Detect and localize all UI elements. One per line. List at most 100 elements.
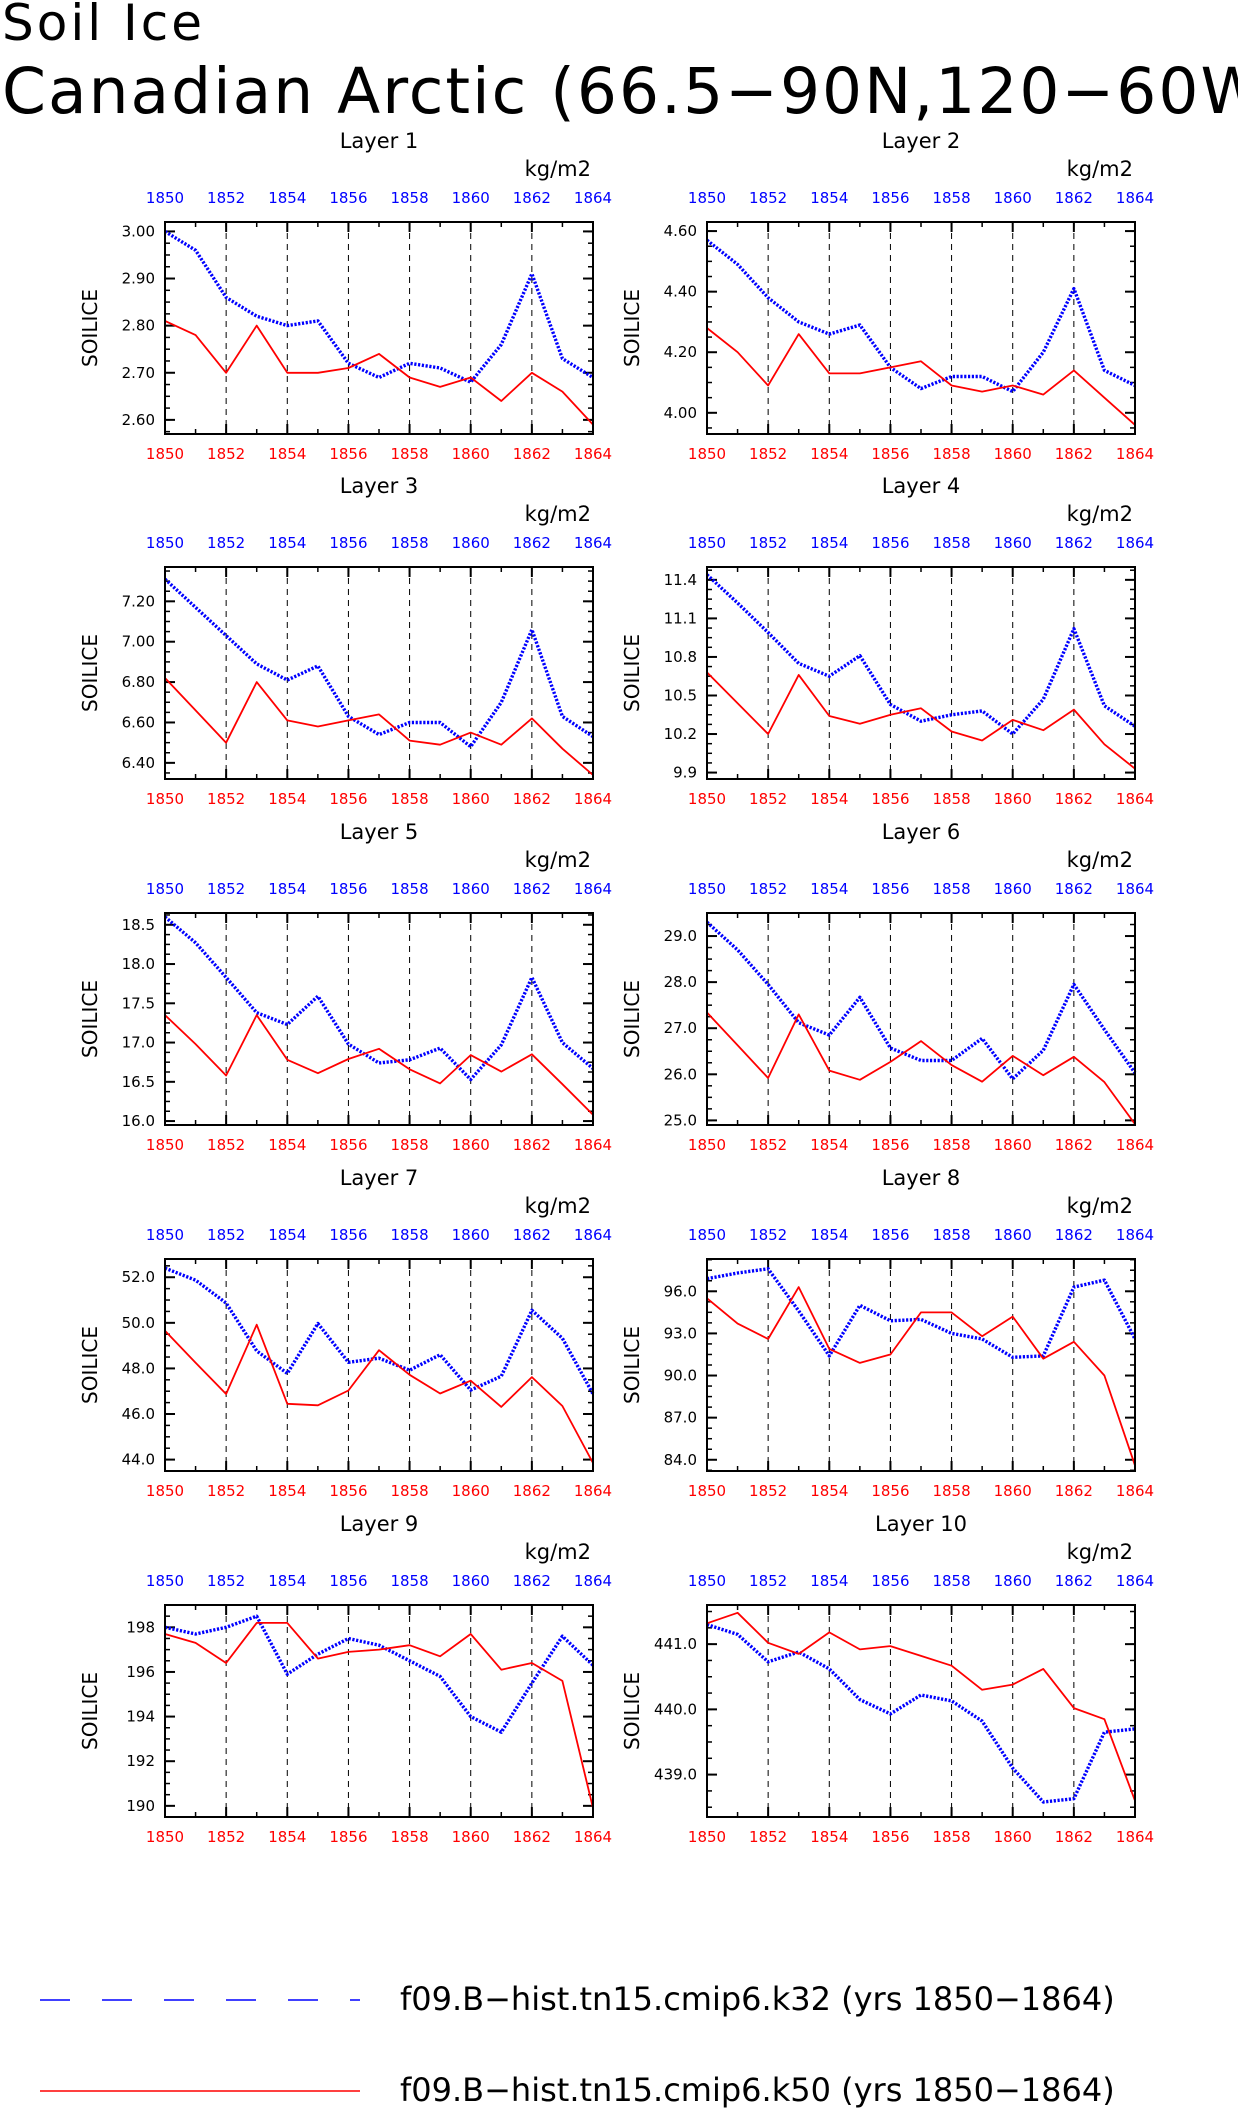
plot-frame bbox=[164, 1258, 594, 1472]
series-line-k32 bbox=[706, 1622, 1136, 1804]
unit-label: kg/m2 bbox=[525, 502, 591, 526]
unit-label: kg/m2 bbox=[1067, 848, 1133, 872]
x-tick-label-bottom: 1856 bbox=[329, 1828, 367, 1846]
y-tick-label: 6.40 bbox=[122, 754, 155, 772]
x-tick-label-top: 1854 bbox=[268, 880, 306, 898]
x-tick-label-bottom: 1864 bbox=[1116, 1828, 1154, 1846]
chart-layer-2: Layer 2 kg/m2 1850 1850 1852 1852 1854 1854 1856… bbox=[620, 129, 1154, 463]
x-tick-label-top: 1850 bbox=[688, 189, 726, 207]
x-tick-label-bottom: 1858 bbox=[390, 790, 428, 808]
chart-layer-10: Layer 10 kg/m2 1850 1850 1852 1852 1854 1854 185… bbox=[620, 1512, 1154, 1846]
x-tick-label-top: 1856 bbox=[329, 534, 367, 552]
x-tick-label-top: 1852 bbox=[749, 534, 787, 552]
y-tick-label: 18.5 bbox=[122, 916, 155, 934]
series-line-k50 bbox=[164, 1622, 594, 1809]
x-tick-label-top: 1850 bbox=[146, 1226, 184, 1244]
y-tick-label: 4.20 bbox=[664, 343, 697, 361]
unit-label: kg/m2 bbox=[525, 1540, 591, 1564]
y-tick-label: 28.0 bbox=[664, 973, 697, 991]
x-tick-label-top: 1860 bbox=[994, 1226, 1032, 1244]
plot-frame bbox=[164, 912, 594, 1126]
x-tick-label-top: 1852 bbox=[749, 1226, 787, 1244]
chart-title: Layer 3 bbox=[340, 474, 419, 498]
x-tick-label-bottom: 1858 bbox=[390, 1482, 428, 1500]
series-line-k50 bbox=[706, 1011, 1136, 1125]
series-line-k32 bbox=[705, 238, 1136, 394]
chart-layer-5: Layer 5 kg/m2 1850 1850 1852 1852 1854 1854 1856… bbox=[78, 820, 612, 1154]
series-line-k50 bbox=[164, 319, 594, 426]
x-tick-label-bottom: 1860 bbox=[994, 445, 1032, 463]
x-tick-label-top: 1860 bbox=[452, 1226, 490, 1244]
x-tick-label-bottom: 1854 bbox=[810, 445, 848, 463]
x-tick-label-bottom: 1864 bbox=[574, 1482, 612, 1500]
x-tick-label-bottom: 1854 bbox=[268, 1482, 306, 1500]
plot-frame bbox=[706, 221, 1136, 435]
unit-label: kg/m2 bbox=[1067, 157, 1133, 181]
x-tick-label-top: 1860 bbox=[452, 189, 490, 207]
x-tick-label-top: 1850 bbox=[688, 534, 726, 552]
x-tick-label-bottom: 1864 bbox=[1116, 445, 1154, 463]
x-tick-label-bottom: 1862 bbox=[513, 1136, 551, 1154]
x-tick-label-top: 1858 bbox=[390, 189, 428, 207]
x-tick-label-bottom: 1862 bbox=[513, 445, 551, 463]
x-tick-label-top: 1864 bbox=[574, 189, 612, 207]
x-tick-label-top: 1854 bbox=[810, 880, 848, 898]
x-tick-label-top: 1858 bbox=[390, 880, 428, 898]
x-tick-label-bottom: 1862 bbox=[1055, 1136, 1093, 1154]
x-tick-label-top: 1858 bbox=[932, 880, 970, 898]
series-line-k50 bbox=[706, 327, 1136, 426]
series-line-k32 bbox=[163, 915, 595, 1082]
x-tick-label-bottom: 1864 bbox=[1116, 790, 1154, 808]
y-tick-label: 25.0 bbox=[664, 1111, 697, 1129]
y-tick-label: 93.0 bbox=[664, 1324, 697, 1342]
y-tick-label: 10.8 bbox=[664, 648, 697, 666]
x-tick-label-top: 1856 bbox=[871, 534, 909, 552]
y-tick-label: 48.0 bbox=[122, 1359, 155, 1377]
x-tick-label-top: 1860 bbox=[452, 880, 490, 898]
y-tick-label: 46.0 bbox=[122, 1405, 155, 1423]
y-tick-label: 11.1 bbox=[664, 609, 697, 627]
chart-layer-6: Layer 6 kg/m2 1850 1850 1852 1852 1854 1854 1856… bbox=[620, 820, 1154, 1154]
x-tick-label-bottom: 1850 bbox=[688, 445, 726, 463]
x-tick-label-top: 1854 bbox=[810, 189, 848, 207]
y-tick-label: 27.0 bbox=[664, 1019, 697, 1037]
plot-frame bbox=[164, 566, 594, 780]
y-axis-label: SOILICE bbox=[78, 634, 102, 712]
x-tick-label-top: 1856 bbox=[871, 880, 909, 898]
series-line-k50 bbox=[164, 1014, 594, 1116]
y-tick-label: 440.0 bbox=[654, 1700, 697, 1718]
x-tick-label-bottom: 1864 bbox=[574, 1136, 612, 1154]
y-axis-label: SOILICE bbox=[620, 980, 644, 1058]
x-tick-label-top: 1854 bbox=[268, 189, 306, 207]
x-tick-label-bottom: 1856 bbox=[329, 790, 367, 808]
x-tick-label-bottom: 1854 bbox=[810, 1828, 848, 1846]
x-tick-label-top: 1850 bbox=[688, 1572, 726, 1590]
x-tick-label-bottom: 1854 bbox=[268, 1136, 306, 1154]
x-tick-label-top: 1864 bbox=[574, 534, 612, 552]
x-tick-label-bottom: 1860 bbox=[994, 1482, 1032, 1500]
x-tick-label-bottom: 1852 bbox=[749, 790, 787, 808]
x-tick-label-top: 1862 bbox=[1055, 880, 1093, 898]
x-tick-label-top: 1862 bbox=[513, 189, 551, 207]
chart-title: Layer 8 bbox=[882, 1166, 961, 1190]
y-tick-label: 18.0 bbox=[122, 955, 155, 973]
chart-layer-4: Layer 4 kg/m2 1850 1850 1852 1852 1854 1854 1856… bbox=[620, 474, 1154, 808]
x-tick-label-top: 1852 bbox=[207, 1572, 245, 1590]
y-tick-label: 11.4 bbox=[664, 571, 697, 589]
x-tick-label-bottom: 1858 bbox=[932, 1136, 970, 1154]
x-tick-label-bottom: 1856 bbox=[871, 445, 909, 463]
x-tick-label-top: 1862 bbox=[1055, 1226, 1093, 1244]
x-tick-label-top: 1854 bbox=[810, 534, 848, 552]
x-tick-label-top: 1864 bbox=[1116, 189, 1154, 207]
x-tick-label-bottom: 1850 bbox=[688, 1136, 726, 1154]
y-tick-label: 2.90 bbox=[122, 270, 155, 288]
y-tick-label: 2.70 bbox=[122, 364, 155, 382]
x-tick-label-bottom: 1852 bbox=[749, 445, 787, 463]
x-tick-label-bottom: 1856 bbox=[871, 1136, 909, 1154]
y-tick-label: 84.0 bbox=[664, 1451, 697, 1469]
x-tick-label-bottom: 1850 bbox=[146, 1482, 184, 1500]
x-tick-label-top: 1864 bbox=[1116, 880, 1154, 898]
x-tick-label-bottom: 1850 bbox=[146, 1828, 184, 1846]
x-tick-label-bottom: 1854 bbox=[810, 790, 848, 808]
y-tick-label: 441.0 bbox=[654, 1635, 697, 1653]
